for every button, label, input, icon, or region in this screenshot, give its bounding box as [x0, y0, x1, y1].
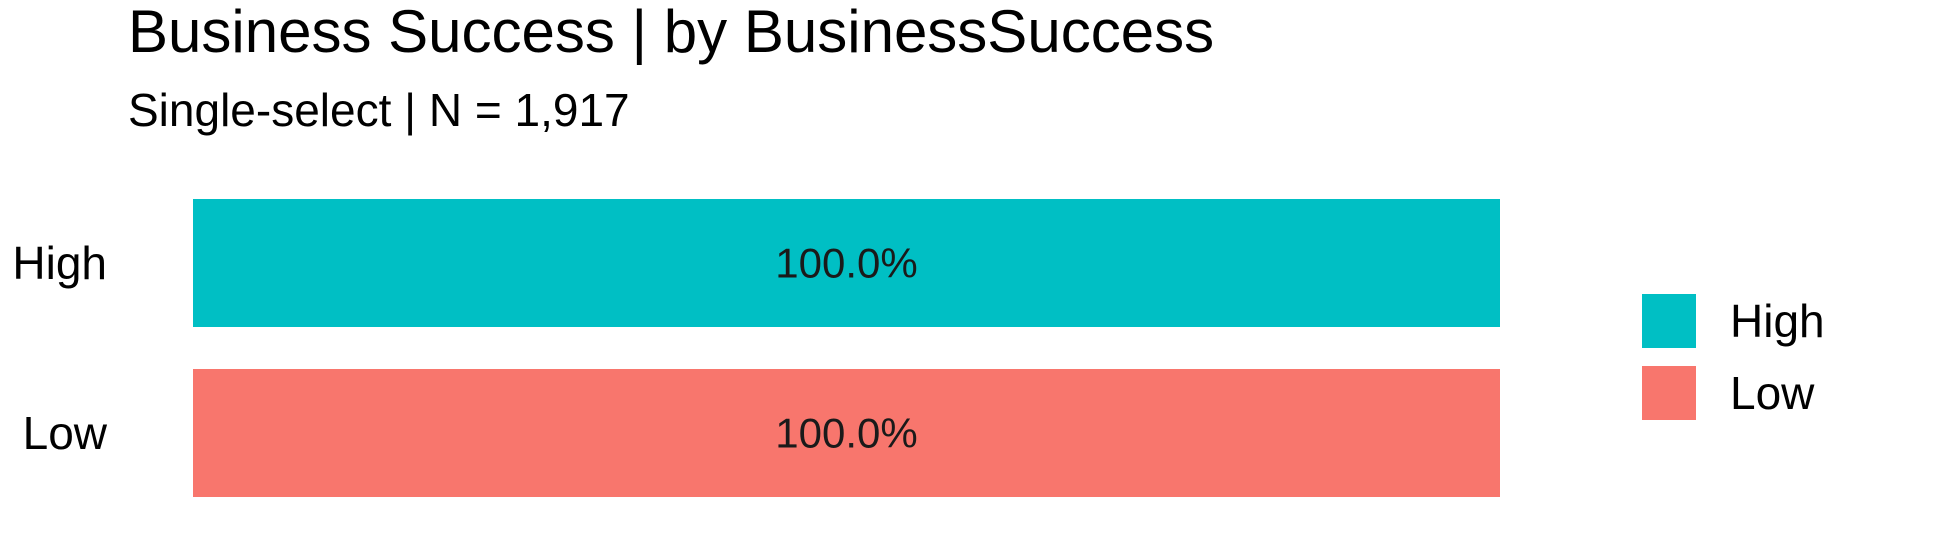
data-label-high: 100.0% — [775, 240, 917, 287]
legend-label-high: High — [1730, 295, 1825, 347]
legend-item-high: High — [1642, 294, 1825, 348]
y-tick-label-low: Low — [23, 407, 108, 459]
chart-subtitle: Single-select | N = 1,917 — [128, 84, 630, 136]
legend-swatch-low — [1642, 366, 1696, 420]
chart-title: Business Success | by BusinessSuccess — [128, 0, 1215, 65]
bar-high — [193, 199, 1500, 327]
y-tick-label-high: High — [12, 237, 107, 289]
legend-label-low: Low — [1730, 367, 1815, 419]
chart-legend: High Low — [1642, 294, 1825, 438]
legend-swatch-high — [1642, 294, 1696, 348]
legend-item-low: Low — [1642, 366, 1825, 420]
data-label-low: 100.0% — [775, 410, 917, 457]
bar-low — [193, 369, 1500, 497]
